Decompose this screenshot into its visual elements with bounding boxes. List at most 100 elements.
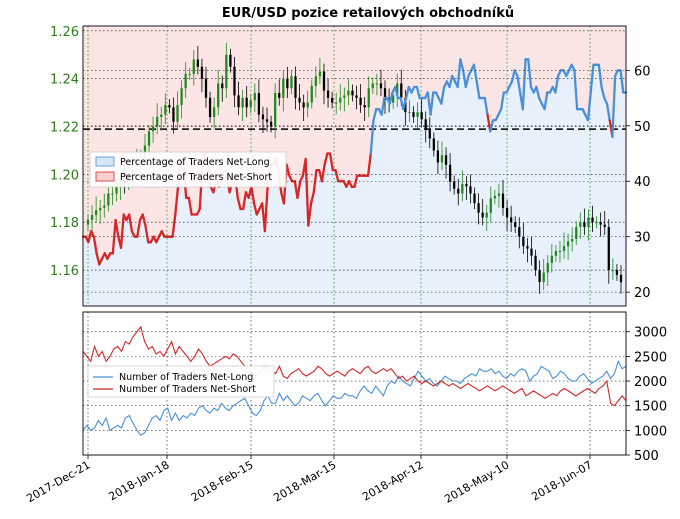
- percent-line-segment: [440, 85, 446, 105]
- legend-swatch-net-long: [95, 156, 115, 167]
- candle-body: [367, 88, 370, 108]
- percent-tick-label: 20: [634, 286, 651, 301]
- percent-line-segment: [111, 218, 117, 255]
- percent-line-segment: [87, 229, 93, 244]
- percent-line-segment: [402, 96, 408, 111]
- candle-body: [212, 107, 216, 117]
- percent-tick-label: 30: [634, 231, 651, 246]
- volume-panel-frame: [82, 311, 627, 456]
- percent-line-segment: [380, 96, 386, 116]
- price-panel-frame: [82, 25, 627, 307]
- percent-line-segment: [619, 69, 625, 94]
- candle-body: [217, 83, 220, 108]
- candle-body: [371, 83, 374, 89]
- candle-body: [257, 93, 261, 115]
- volume-tick-label: 2000: [634, 375, 667, 390]
- candle-body: [339, 97, 342, 103]
- percent-line-segment: [600, 85, 606, 100]
- candle-body: [151, 126, 155, 132]
- candle-body: [501, 193, 505, 208]
- candle-body: [196, 59, 199, 67]
- candle-body: [599, 222, 602, 225]
- percent-tick-label: 50: [634, 120, 651, 135]
- percent-line-segment: [388, 91, 394, 105]
- candle-body: [522, 236, 525, 247]
- candle-body: [477, 203, 480, 213]
- volume-tick-label: 1000: [634, 424, 667, 439]
- percent-line-segment: [464, 74, 470, 89]
- candle-body: [546, 262, 549, 273]
- percent-line-segment: [328, 152, 334, 172]
- candle-body: [424, 119, 427, 129]
- candle-body: [566, 241, 570, 247]
- candle-body: [505, 207, 509, 218]
- candle-body: [518, 227, 521, 237]
- percent-line-segment: [187, 196, 193, 216]
- percent-line-segment: [92, 235, 98, 255]
- candle-body: [444, 155, 448, 165]
- percent-line-segment: [304, 157, 310, 227]
- legend-label-traders-long: Number of Traders Net-Long: [119, 372, 253, 383]
- percent-line-segment: [285, 163, 291, 177]
- percent-line-segment: [499, 91, 505, 111]
- candle-body: [510, 217, 513, 223]
- candle-body: [294, 76, 297, 98]
- percent-line-segment: [323, 152, 329, 166]
- candle-body: [351, 90, 354, 96]
- candle-body: [160, 114, 163, 117]
- candle-body: [249, 100, 252, 108]
- traders-net-long-line: [82, 359, 627, 437]
- price-tick-label: 1.24: [50, 73, 79, 88]
- legend-volume: Number of Traders Net-Long Number of Tra…: [87, 365, 275, 398]
- percent-line-segment: [543, 91, 549, 111]
- candle-body: [103, 205, 106, 208]
- percent-line-segment: [296, 180, 302, 200]
- candle-body: [583, 222, 586, 228]
- candle-body: [107, 193, 110, 206]
- price-tick-label: 1.18: [50, 216, 79, 231]
- price-tick-label: 1.16: [50, 264, 79, 279]
- volume-panel: 3000 2500 2000 1500 1000 500: [82, 311, 667, 464]
- candle-body: [111, 193, 114, 195]
- candle-body: [225, 54, 228, 89]
- legend-swatch-net-short: [95, 171, 115, 182]
- candle-body: [229, 54, 232, 67]
- percent-line-segment: [372, 108, 378, 122]
- legend-label-net-long: Percentage of Traders Net-Long: [120, 157, 270, 168]
- candle-body: [164, 104, 167, 115]
- percent-line-segment: [171, 213, 177, 238]
- percent-line-segment: [510, 69, 516, 83]
- candle-body: [493, 195, 497, 199]
- legend-percentage: Percentage of Traders Net-Long Percentag…: [89, 151, 287, 188]
- candle-body: [469, 186, 472, 194]
- candle-body: [306, 102, 309, 108]
- candle-body: [562, 246, 566, 251]
- percent-line-segment: [404, 85, 410, 100]
- x-tick-label: 2018-Jan-18: [107, 458, 172, 503]
- percent-line-segment: [144, 224, 150, 244]
- candle-body: [156, 116, 159, 127]
- percent-line-segment: [472, 63, 478, 83]
- percent-line-segment: [475, 80, 481, 100]
- net-long-area: [83, 59, 626, 306]
- candle-body: [221, 83, 224, 89]
- candle-body: [383, 88, 387, 101]
- candle-body: [489, 198, 492, 213]
- candle-body: [550, 255, 553, 263]
- candle-body: [233, 66, 236, 96]
- percent-line-segment: [320, 163, 326, 183]
- candle-body: [302, 102, 305, 108]
- percent-line-segment: [611, 74, 617, 139]
- traders-net-short-line: [82, 325, 627, 407]
- candle-body: [335, 102, 338, 104]
- candle-body: [261, 114, 265, 120]
- candle-body: [290, 76, 293, 89]
- percent-line-segment: [516, 74, 522, 94]
- x-tick-label: 2018-May-10: [442, 458, 511, 506]
- candle-body: [619, 274, 623, 283]
- candle-body: [282, 78, 285, 98]
- candle-body: [188, 73, 191, 75]
- candle-body: [90, 215, 94, 220]
- candle-body: [204, 78, 208, 98]
- candle-body: [330, 97, 334, 103]
